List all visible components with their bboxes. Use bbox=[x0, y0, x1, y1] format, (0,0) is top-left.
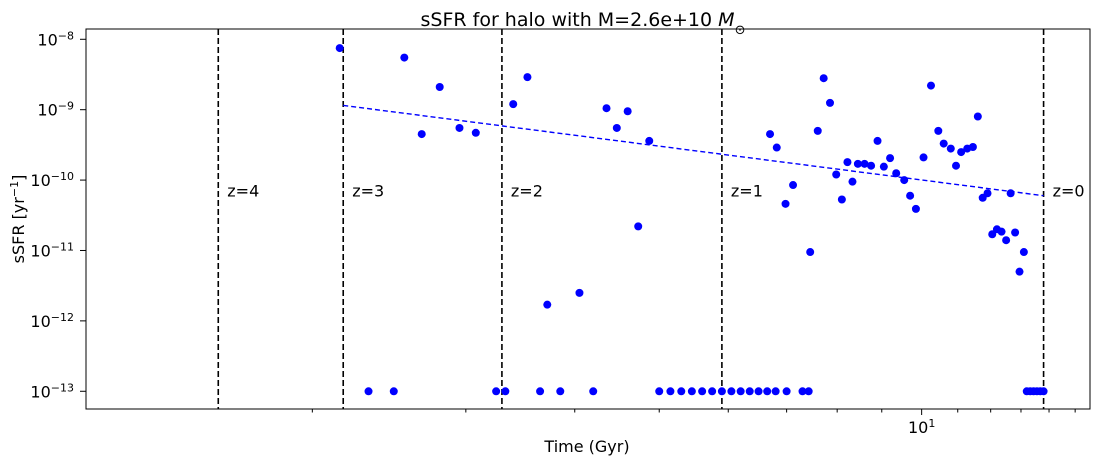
data-point bbox=[1039, 387, 1048, 396]
data-point bbox=[523, 73, 532, 82]
data-point bbox=[789, 181, 798, 190]
data-point bbox=[1011, 228, 1020, 237]
data-point bbox=[708, 387, 717, 396]
data-point bbox=[946, 144, 955, 153]
data-point bbox=[867, 161, 876, 170]
data-point bbox=[819, 74, 828, 83]
y-axis-label: sSFR [yr−1] bbox=[8, 175, 29, 264]
data-point bbox=[911, 204, 920, 213]
data-point bbox=[763, 387, 772, 396]
redshift-label: z=1 bbox=[731, 182, 763, 201]
data-point bbox=[968, 143, 977, 152]
y-tick-label: 10−11 bbox=[30, 240, 74, 261]
chart-title: sSFR for halo with M=2.6e+10 M⊙ bbox=[421, 9, 746, 38]
data-point bbox=[677, 387, 686, 396]
plot-frame bbox=[85, 28, 1091, 410]
data-point bbox=[973, 112, 982, 121]
data-point bbox=[832, 170, 841, 179]
data-point bbox=[826, 98, 835, 107]
data-point bbox=[471, 128, 480, 137]
data-point bbox=[772, 143, 781, 152]
data-point bbox=[860, 159, 869, 168]
data-point bbox=[575, 288, 584, 297]
data-point bbox=[455, 123, 464, 132]
data-point bbox=[623, 107, 632, 116]
data-point bbox=[417, 130, 426, 139]
data-point bbox=[906, 191, 915, 200]
data-point bbox=[335, 44, 344, 53]
data-point bbox=[926, 81, 935, 90]
data-point bbox=[655, 387, 664, 396]
data-point bbox=[873, 136, 882, 145]
data-point bbox=[900, 176, 909, 185]
data-point bbox=[957, 148, 966, 157]
data-point bbox=[798, 387, 807, 396]
data-point bbox=[727, 387, 736, 396]
data-point bbox=[501, 387, 510, 396]
y-tick-label: 10−13 bbox=[30, 381, 74, 402]
data-point bbox=[939, 139, 948, 148]
y-tick-label: 10−12 bbox=[30, 310, 74, 331]
data-point bbox=[1006, 189, 1015, 198]
data-point bbox=[602, 104, 611, 113]
data-point bbox=[766, 130, 775, 139]
data-point bbox=[400, 53, 409, 62]
data-point bbox=[952, 161, 961, 170]
data-point bbox=[543, 300, 552, 309]
data-point bbox=[364, 387, 373, 396]
y-tick-label: 10−10 bbox=[30, 170, 74, 191]
data-point bbox=[1019, 248, 1028, 257]
data-point bbox=[1015, 267, 1024, 276]
data-point bbox=[988, 230, 997, 239]
data-point bbox=[666, 387, 675, 396]
plot-area: z=0 z=1 z=2 z=3 z=4 bbox=[217, 29, 1085, 409]
data-point bbox=[745, 387, 754, 396]
y-tick-label: 10−8 bbox=[37, 29, 74, 50]
data-point bbox=[879, 162, 888, 171]
data-point bbox=[806, 248, 815, 257]
data-point bbox=[781, 199, 790, 208]
redshift-label: z=3 bbox=[352, 182, 384, 201]
data-point bbox=[645, 136, 654, 145]
data-point bbox=[687, 387, 696, 396]
data-point bbox=[389, 387, 398, 396]
data-point bbox=[782, 387, 791, 396]
data-point bbox=[813, 126, 822, 135]
redshift-label: z=0 bbox=[1053, 182, 1085, 201]
data-point bbox=[754, 387, 763, 396]
data-point bbox=[843, 158, 852, 167]
x-tick-label: 101 bbox=[908, 417, 935, 438]
data-point bbox=[612, 123, 621, 132]
trend-line bbox=[343, 104, 1044, 197]
data-point bbox=[589, 387, 598, 396]
data-point bbox=[556, 387, 565, 396]
redshift-label: z=4 bbox=[227, 182, 259, 201]
data-point bbox=[804, 387, 813, 396]
data-point bbox=[435, 83, 444, 92]
data-point bbox=[717, 387, 726, 396]
data-point bbox=[1002, 236, 1011, 245]
data-point bbox=[934, 126, 943, 135]
data-point bbox=[892, 169, 901, 178]
y-tick-label: 10−9 bbox=[37, 99, 74, 120]
data-point bbox=[886, 154, 895, 163]
data-point bbox=[771, 387, 780, 396]
data-point bbox=[736, 387, 745, 396]
data-point bbox=[853, 159, 862, 168]
data-point bbox=[492, 387, 501, 396]
x-axis-label: Time (Gyr) bbox=[543, 437, 629, 456]
data-point bbox=[536, 387, 545, 396]
data-point bbox=[509, 100, 518, 109]
data-point bbox=[837, 195, 846, 204]
data-point bbox=[698, 387, 707, 396]
data-point bbox=[983, 189, 992, 198]
data-point bbox=[848, 177, 857, 186]
data-point bbox=[997, 227, 1006, 236]
data-point bbox=[919, 153, 928, 162]
data-point bbox=[634, 222, 643, 231]
redshift-label: z=2 bbox=[511, 182, 543, 201]
